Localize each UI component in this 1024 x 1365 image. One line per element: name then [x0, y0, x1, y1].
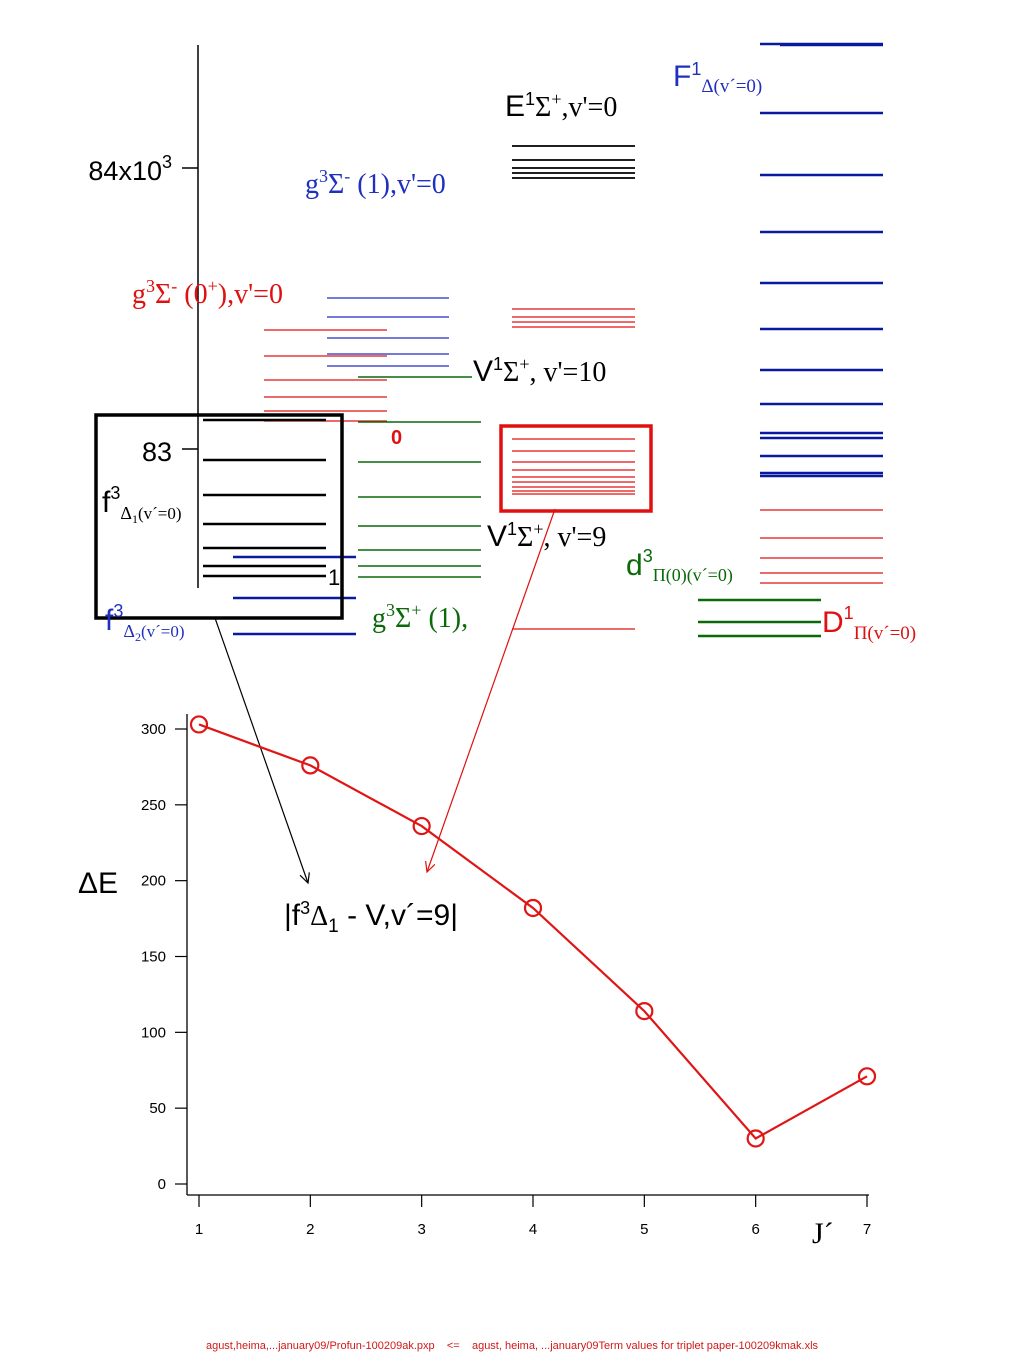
source-footer: agust,heima,...january09/Profun-100209ak…: [205, 1340, 819, 1352]
state-label-V1Sigma-v9: V1Σ+, v'=9: [487, 519, 606, 553]
plot-x-axis-label: J´: [812, 1217, 834, 1250]
E1Sigma-levels: [512, 145, 635, 179]
energy-level-diagram: 84x103 83 0 1 E1Σ+,v'=0 F1Δ(v´=0) g3Σ- (…: [88, 42, 916, 883]
series-line: [198, 723, 868, 1140]
f3delta1-highlight-box: [94, 413, 344, 620]
energy-axis-tick-label-83: 83: [142, 437, 172, 467]
state-label-g3SigmaPlus: g3Σ+ (1),: [372, 600, 468, 634]
data-point: [523, 898, 543, 918]
x-tick-label: 5: [640, 1221, 648, 1238]
y-tick-label: 100: [141, 1024, 166, 1041]
g3SigmaPlus-levels: [358, 421, 481, 578]
y-tick-label: 0: [158, 1176, 166, 1193]
y-tick-label: 250: [141, 797, 166, 814]
state-label-F1Delta: F1Δ(v´=0): [673, 59, 762, 97]
delta-e-plot: 0 50 100 150 200 250 300 1 2 3 4 5 6 7 ΔE J´ |f3Δ1 -…: [78, 714, 877, 1250]
connector-arrow-v-vprime9: [427, 508, 556, 872]
data-point: [635, 1001, 654, 1021]
F1Delta-levels: [760, 42, 883, 478]
data-point: [189, 715, 209, 734]
data-point: [301, 756, 320, 775]
plot-annotation: |f3Δ1 - V,v´=9|: [284, 898, 458, 937]
state-label-E1Sigma: E1Σ+,v'=0: [505, 89, 617, 123]
x-tick-label: 2: [306, 1221, 314, 1238]
state-label-g3SigmaMinus-1: g3Σ- (1),v'=0: [305, 166, 446, 200]
v-vprime9-highlight-box: [499, 424, 653, 513]
plot-y-ticks: 0 50 100 150 200 250 300: [141, 721, 187, 1193]
state-label-g3SigmaMinus-0plus: g3Σ- (0+),v'=0: [132, 276, 283, 310]
plot-x-ticks: 1 2 3 4 5 6 7: [195, 1195, 871, 1238]
f3Delta1-levels: [203, 418, 326, 578]
state-label-V1Sigma-v10: V1Σ+, v'=10: [473, 354, 606, 388]
V-vprime9-levels: [512, 438, 635, 495]
state-label-f3Delta2: f3Δ2(v´=0): [105, 601, 185, 644]
V-vprime10-levels: [512, 308, 635, 328]
x-tick-label: 7: [863, 1221, 871, 1238]
state-label-D1Pi: D1Π(v´=0): [822, 603, 916, 644]
x-tick-label: 6: [751, 1221, 759, 1238]
state-label-d3Pi: d3Π(0)(v´=0): [626, 546, 733, 586]
D1Pi-levels: [760, 509, 883, 584]
j-marker-0: 0: [391, 427, 402, 449]
data-point: [857, 1067, 877, 1086]
plot-series: [189, 715, 877, 1148]
x-tick-label: 4: [529, 1221, 537, 1238]
g3SigmaMinus-1-levels: [327, 297, 449, 367]
d3Pi-levels: [698, 598, 821, 638]
connector-arrow-f3delta1: [214, 617, 308, 883]
g3SigmaMinus-0plus-levels: [264, 329, 387, 422]
state-label-f3Delta1: f3Δ1(v´=0): [102, 483, 182, 526]
y-tick-label: 50: [149, 1100, 166, 1117]
x-tick-label: 1: [195, 1221, 203, 1238]
j-marker-1: 1: [328, 565, 340, 590]
data-point: [412, 816, 431, 836]
energy-levels: [203, 42, 883, 638]
x-tick-label: 3: [417, 1221, 425, 1238]
y-tick-label: 150: [141, 949, 166, 966]
plot-y-axis-label: ΔE: [78, 867, 118, 900]
y-tick-label: 200: [141, 873, 166, 890]
y-tick-label: 300: [141, 721, 166, 738]
energy-axis-tick-label-84: 84x103: [88, 152, 172, 186]
f3Delta2-levels: [233, 555, 356, 636]
data-point: [746, 1129, 765, 1148]
